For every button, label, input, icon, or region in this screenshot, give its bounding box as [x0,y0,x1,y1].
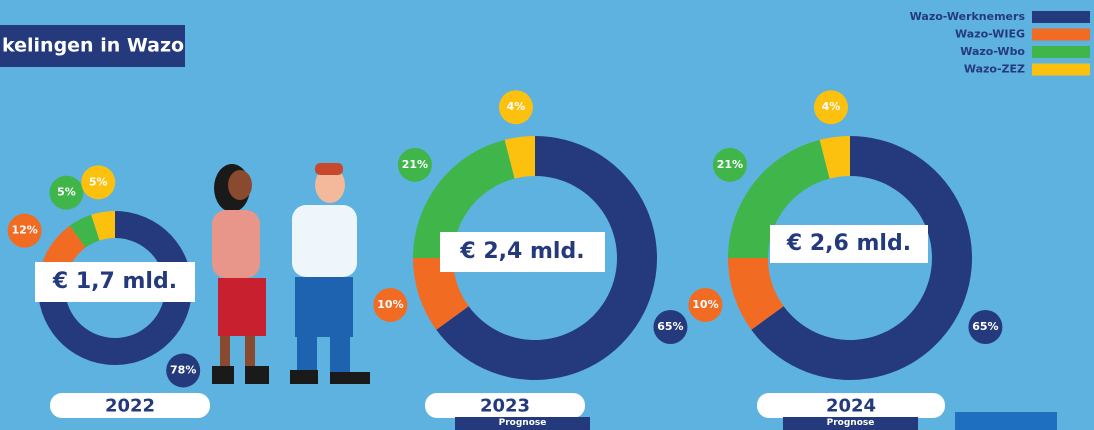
value-label: 4% [822,100,841,113]
legend-label: Wazo-Werknemers [910,10,1026,23]
value-label: 5% [57,186,76,199]
value-bubble [49,175,84,210]
prognose-label: Prognose [499,418,547,428]
value-bubble [653,310,688,345]
legend-swatch [1032,63,1090,76]
legend-swatch [1032,28,1090,41]
donut-segment [436,136,657,380]
value-bubble [712,147,747,182]
value-bubble [813,90,848,125]
value-label: 12% [11,224,37,237]
value-label: 10% [377,298,403,311]
total-box [770,225,928,263]
value-bubble [968,310,1003,345]
value-label: 5% [89,175,108,188]
legend-swatch [1032,11,1090,23]
donut-segment [38,211,193,365]
year-label: 2023 [480,396,530,417]
value-bubble [498,90,533,125]
legend-label: Wazo-ZEZ [964,63,1025,76]
donut-segment [91,211,115,241]
prognose-label: Prognose [827,418,875,428]
total-label: € 2,4 mld. [459,239,584,264]
total-label: € 2,6 mld. [786,231,911,256]
year-pill [50,393,210,418]
value-bubble [397,147,432,182]
value-bubble [7,213,42,248]
donut-segment [413,139,515,258]
value-bubble [81,165,116,200]
value-label: 65% [657,320,683,333]
title-box [0,25,185,67]
legend-swatch [1032,46,1090,58]
prognose-strip [783,417,918,430]
total-box [440,232,605,272]
total-box [35,262,195,302]
year-pill [757,393,945,418]
prognose-strip [455,417,590,430]
donut-segment [819,136,850,179]
year-label: 2022 [105,396,155,417]
donut-segment [751,136,972,380]
value-bubble [373,287,408,322]
value-label: 4% [507,100,526,113]
corner-block [955,412,1057,430]
people-illustration [212,163,370,384]
donut-segment [413,258,469,330]
value-label: 65% [972,320,998,333]
value-label: 10% [692,298,718,311]
value-label: 78% [170,363,196,376]
value-bubble [166,353,201,388]
legend-label: Wazo-WIEG [955,28,1025,41]
donut-segment [504,136,535,179]
value-bubble [688,287,723,322]
value-label: 21% [402,158,428,171]
page-title: kelingen in Wazo [2,35,184,57]
donut-segment [69,214,100,248]
value-label: 21% [717,158,743,171]
total-label: € 1,7 mld. [52,269,177,294]
donut-segment [728,258,784,330]
legend-label: Wazo-Wbo [960,45,1025,58]
year-label: 2024 [826,396,876,417]
year-pill [425,393,585,418]
donut-segment [728,139,830,258]
